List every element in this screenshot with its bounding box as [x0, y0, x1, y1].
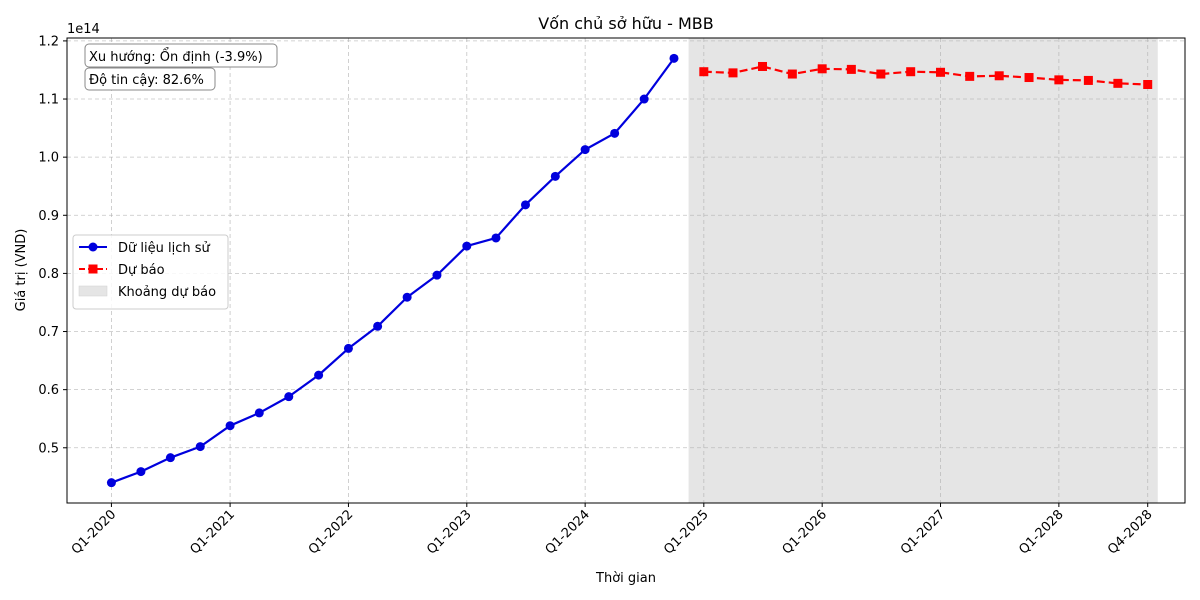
data-point — [787, 69, 797, 79]
data-point — [136, 467, 146, 477]
data-point — [373, 321, 383, 331]
y-tick-label: 0.8 — [38, 267, 59, 282]
legend-history-label: Dữ liệu lịch sử — [118, 241, 210, 256]
data-point — [1054, 75, 1064, 85]
y-tick-label: 1.2 — [38, 34, 59, 49]
data-point — [520, 200, 530, 210]
legend-history-marker — [88, 242, 98, 252]
data-point — [1113, 78, 1123, 88]
data-point — [758, 61, 768, 71]
data-point — [1083, 75, 1093, 85]
data-point — [669, 53, 679, 63]
y-tick-label: 0.7 — [38, 325, 59, 340]
chart-title: Vốn chủ sở hữu - MBB — [538, 14, 713, 33]
legend-band-label: Khoảng dự báo — [118, 285, 216, 300]
y-tick-label: 1.0 — [38, 151, 59, 166]
data-point — [994, 71, 1004, 81]
series-line-1 — [703, 65, 1148, 86]
legend-box — [72, 234, 229, 310]
data-point — [402, 292, 412, 302]
data-point — [432, 270, 442, 280]
y-tick-label: 0.5 — [38, 441, 59, 456]
data-point — [817, 64, 827, 74]
data-point — [462, 241, 472, 251]
data-point — [846, 64, 856, 74]
data-point — [343, 343, 353, 353]
data-point — [1143, 80, 1153, 89]
data-point — [284, 392, 294, 402]
data-point — [906, 67, 916, 77]
legend-forecast-marker — [88, 264, 98, 274]
annotation-confidence-text: Độ tin cậy: 82.6% — [89, 73, 204, 88]
forecast-band-layer — [688, 38, 1158, 503]
legend-forecast-label: Dự báo — [118, 263, 165, 278]
data-point — [314, 370, 324, 380]
y-tick-label: 0.9 — [38, 209, 59, 224]
y-tick-label: 0.6 — [38, 383, 59, 398]
data-point — [225, 421, 235, 431]
y-offset-label: 1e14 — [67, 22, 100, 37]
data-point — [876, 69, 886, 79]
data-point — [728, 68, 738, 78]
data-point — [254, 408, 264, 418]
plot-frame — [66, 37, 1186, 504]
forecast-band — [688, 38, 1158, 503]
data-point — [580, 145, 590, 155]
data-point — [106, 478, 116, 488]
data-point — [965, 71, 975, 81]
data-point — [699, 67, 709, 77]
x-axis-label: Thời gian — [595, 571, 656, 586]
data-point — [491, 233, 501, 243]
data-point — [610, 128, 620, 138]
annotation-confidence: Độ tin cậy: 82.6% — [84, 67, 216, 91]
grid-layer — [67, 38, 1185, 503]
annotation-trend: Xu hướng: Ổn định (-3.9%) — [84, 43, 278, 68]
annotation-trend-text: Xu hướng: Ổn định (-3.9%) — [89, 48, 263, 65]
series-line-0 — [111, 57, 675, 484]
legend: Dữ liệu lịch sử Dự báo Khoảng dự báo — [72, 234, 229, 310]
legend-band-swatch — [78, 285, 108, 297]
data-point — [195, 442, 205, 452]
y-axis-label: Giá trị (VND) — [14, 229, 29, 312]
data-point — [165, 453, 175, 463]
data-point — [1024, 73, 1034, 83]
series-layer — [106, 53, 1153, 488]
data-point — [936, 67, 946, 77]
y-tick-label: 1.1 — [38, 93, 59, 108]
data-point — [550, 171, 560, 181]
data-point — [639, 94, 649, 104]
